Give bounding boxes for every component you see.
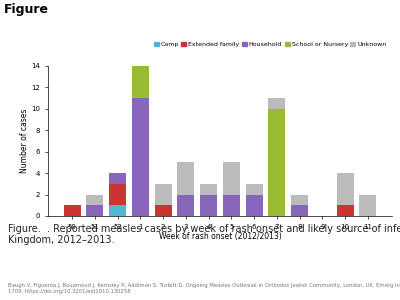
Bar xyxy=(86,195,104,205)
Bar xyxy=(291,195,308,205)
Bar xyxy=(86,205,104,216)
Bar xyxy=(246,195,263,216)
Bar xyxy=(223,162,240,195)
Text: Figure: Figure xyxy=(4,3,49,16)
Bar xyxy=(336,173,354,205)
Bar xyxy=(132,0,149,12)
Bar xyxy=(155,184,172,205)
Bar xyxy=(200,195,217,216)
Bar xyxy=(132,98,149,216)
Text: Baugh V, Figueroa J, Bouamoud J, Kemsley P, Addiman S, Turbitt D. Ongoing Measle: Baugh V, Figueroa J, Bouamoud J, Kemsley… xyxy=(8,284,400,294)
Legend: Camp, Extended family, Household, School or Nursery, Unknown: Camp, Extended family, Household, School… xyxy=(151,39,389,50)
Bar xyxy=(109,184,126,205)
Bar xyxy=(109,173,126,184)
Bar xyxy=(268,98,285,109)
Bar xyxy=(359,195,376,216)
Bar xyxy=(155,205,172,216)
Bar xyxy=(246,184,263,195)
Bar xyxy=(177,195,194,216)
Bar xyxy=(132,12,149,98)
Text: Figure.  . Reported measles cases by week of rash onset and likely source of inf: Figure. . Reported measles cases by week… xyxy=(8,224,400,245)
Bar xyxy=(223,195,240,216)
Bar xyxy=(200,184,217,195)
Bar xyxy=(109,205,126,216)
Bar xyxy=(291,205,308,216)
Bar xyxy=(64,205,81,216)
Bar xyxy=(268,109,285,216)
Bar xyxy=(336,205,354,216)
Y-axis label: Number of cases: Number of cases xyxy=(20,109,28,173)
Bar xyxy=(177,162,194,195)
X-axis label: Week of rash onset (2012/2013): Week of rash onset (2012/2013) xyxy=(159,232,281,242)
